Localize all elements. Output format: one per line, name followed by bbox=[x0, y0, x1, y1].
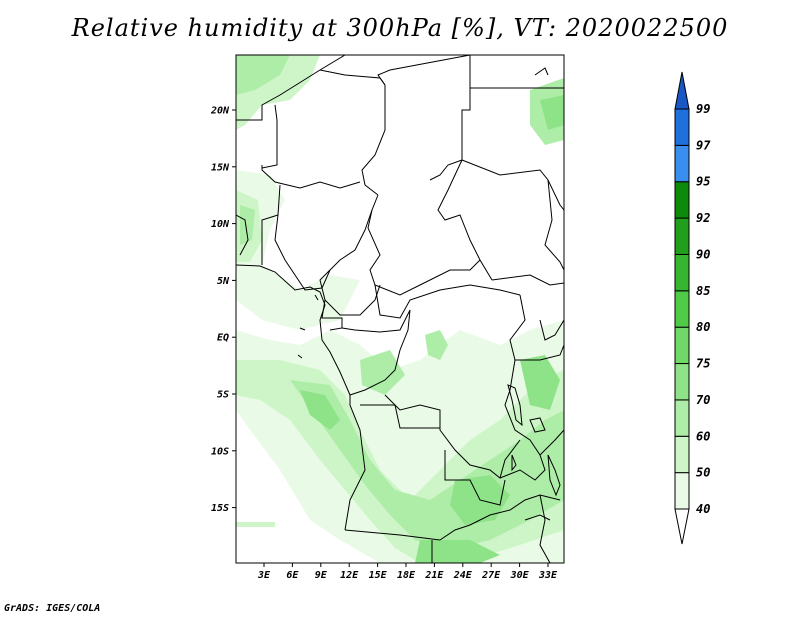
lon-label: 15E bbox=[369, 570, 388, 581]
lat-label: 5N bbox=[217, 276, 230, 287]
lon-label: 9E bbox=[315, 570, 328, 581]
colorbar-segment bbox=[674, 181, 690, 219]
colorbar-segment bbox=[674, 108, 690, 146]
colorbar-label: 95 bbox=[696, 175, 710, 189]
humidity-field bbox=[236, 55, 564, 563]
colorbar-segment bbox=[674, 217, 690, 255]
colorbar-segment bbox=[674, 144, 690, 183]
colorbar-label: 85 bbox=[696, 284, 710, 298]
grads-credit: GrADS: IGES/COLA bbox=[4, 603, 101, 614]
lon-label: 30E bbox=[510, 570, 530, 581]
lon-label: 3E bbox=[257, 570, 271, 581]
lon-label: 21E bbox=[424, 570, 444, 581]
colorbar-segment bbox=[674, 290, 690, 328]
lon-label: 33E bbox=[538, 570, 558, 581]
lat-axis: 20N 15N 10N 5N EQ 5S 10S 15S bbox=[210, 106, 236, 514]
lat-label: 5S bbox=[217, 390, 229, 401]
lon-label: 12E bbox=[340, 570, 359, 581]
colorbar-label: 99 bbox=[696, 102, 710, 116]
lon-label: 6E bbox=[286, 570, 299, 581]
colorbar-segment bbox=[674, 363, 690, 401]
humidity-band-west bbox=[236, 170, 360, 330]
colorbar-label: 70 bbox=[696, 393, 710, 407]
lon-axis: 3E 6E 9E 12E 15E 18E 21E 24E 27E 30E 33E bbox=[257, 563, 558, 581]
colorbar-segment bbox=[674, 472, 690, 510]
colorbar-label: 60 bbox=[696, 429, 710, 443]
colorbar-segment bbox=[674, 326, 690, 365]
lat-label: 10S bbox=[211, 446, 229, 457]
lat-label: 15S bbox=[211, 503, 229, 514]
colorbar-label: 40 bbox=[696, 502, 710, 516]
colorbar-label: 90 bbox=[696, 247, 710, 261]
lon-label: 18E bbox=[397, 570, 416, 581]
colorbar-label: 80 bbox=[696, 320, 710, 334]
lat-label: 15N bbox=[211, 162, 230, 173]
lat-label: EQ bbox=[217, 333, 229, 344]
colorbar-segment bbox=[674, 435, 690, 474]
colorbar-label: 92 bbox=[696, 211, 710, 225]
map-title: Relative humidity at 300hPa [%], VT: 202… bbox=[71, 14, 729, 42]
colorbar-end-high bbox=[674, 71, 690, 110]
lat-label: 10N bbox=[211, 219, 230, 230]
colorbar-segment bbox=[674, 399, 690, 437]
colorbar-label: 97 bbox=[696, 138, 711, 152]
colorbar-end-low bbox=[674, 508, 690, 545]
lat-label: 20N bbox=[210, 106, 230, 117]
lon-label: 27E bbox=[481, 570, 501, 581]
colorbar-segment bbox=[674, 253, 690, 292]
country-borders bbox=[236, 55, 564, 563]
plot-frame bbox=[235, 54, 565, 564]
colorbar: 40 50 60 70 75 80 85 90 92 95 97 99 bbox=[674, 71, 711, 545]
lon-label: 24E bbox=[453, 570, 473, 581]
colorbar-label: 75 bbox=[696, 357, 710, 371]
colorbar-label: 50 bbox=[696, 466, 710, 480]
